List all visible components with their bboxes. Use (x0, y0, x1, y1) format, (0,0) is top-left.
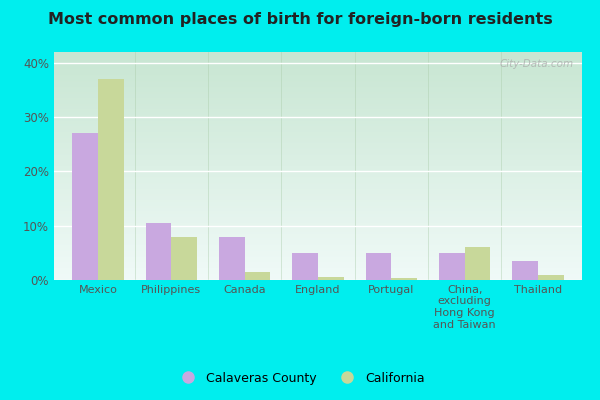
Bar (146, 223, 172, 280)
Bar (512, 261, 538, 280)
Text: City-Data.com: City-Data.com (500, 59, 574, 69)
Legend: Calaveras County, California: Calaveras County, California (170, 367, 430, 390)
Bar (391, 278, 417, 280)
Bar (318, 277, 344, 280)
Bar (292, 253, 318, 280)
Bar (245, 272, 271, 280)
Bar (98, 79, 124, 280)
Bar (365, 253, 391, 280)
Bar (219, 236, 245, 280)
Bar (464, 248, 490, 280)
Bar (73, 134, 98, 280)
Bar (172, 236, 197, 280)
Bar (439, 253, 464, 280)
Text: Most common places of birth for foreign-born residents: Most common places of birth for foreign-… (47, 12, 553, 27)
Bar (538, 274, 563, 280)
